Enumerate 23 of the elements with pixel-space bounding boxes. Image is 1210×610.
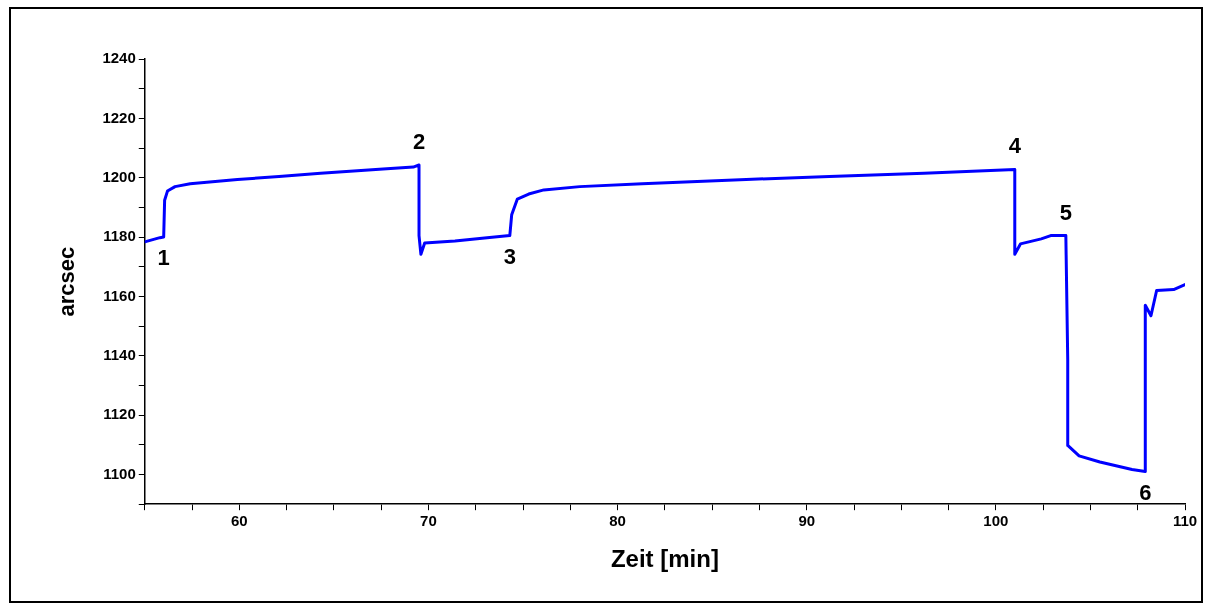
annotation: 4 [1008, 133, 1022, 159]
y-tick-label: 1180 [103, 227, 136, 245]
frame: Zeit [min] arcsec 60 70 80 90 100 110 1100 1120 1140 1160 1180 1200 1220 1240 1 2 3 4 5 6 [9, 7, 1203, 603]
x-axis-title: Zeit [min] [610, 545, 719, 573]
annotation: 5 [1059, 199, 1072, 225]
x-tick-label: 70 [420, 512, 437, 530]
annotation: 3 [503, 243, 516, 269]
x-tick-label: 110 [1172, 512, 1198, 530]
y-tick-label: 1100 [103, 464, 136, 482]
y-tick-label: 1220 [102, 108, 136, 126]
y-tick-label: 1120 [103, 405, 136, 423]
annotation: 6 [1139, 479, 1152, 505]
x-tick-label: 100 [983, 512, 1009, 530]
annotation: 2 [412, 129, 426, 155]
x-tick-label: 90 [798, 512, 816, 530]
y-tick-label: 1200 [102, 167, 136, 185]
y-tick-label: 1160 [103, 286, 136, 304]
y-tick-label: 1240 [102, 49, 136, 67]
y-axis-title: arcsec [54, 246, 80, 317]
x-tick-label: 60 [230, 512, 248, 530]
y-tick-label: 1140 [103, 345, 136, 363]
x-tick-label: 80 [609, 512, 626, 530]
annotation: 1 [157, 245, 170, 271]
